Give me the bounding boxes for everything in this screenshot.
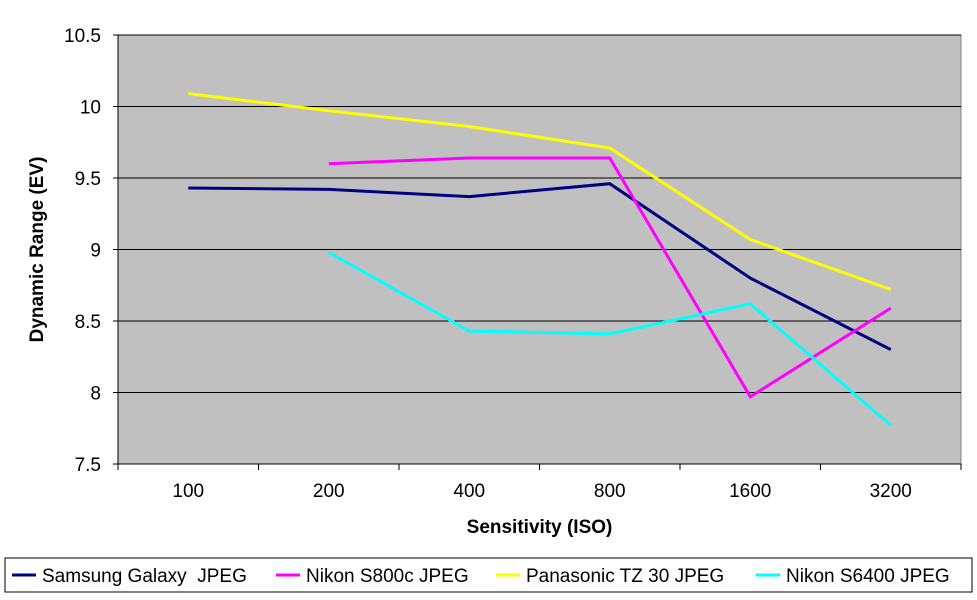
series-line-4: [328, 251, 892, 427]
legend-label: Nikon S6400 JPEG: [786, 566, 950, 587]
legend-label: Panasonic TZ 30 JPEG: [526, 566, 724, 587]
x-tick-label: 400: [453, 481, 485, 502]
series-line-1: [188, 182, 892, 351]
x-tick-label: 1600: [729, 481, 771, 502]
legend: Samsung Galaxy JPEG Nikon S800c JPEG Panas…: [4, 557, 973, 593]
y-tick-labels: 7.5 8 8.5 9 9.5 10 10.5: [64, 26, 101, 476]
x-tick-label: 3200: [870, 481, 912, 502]
legend-box: [4, 557, 973, 593]
y-tick-label: 10: [80, 98, 101, 119]
x-tick-label: 800: [594, 481, 626, 502]
x-axis-title: Sensitivity (ISO): [467, 517, 613, 538]
axes: [113, 34, 962, 470]
y-tick-label: 9: [90, 241, 101, 262]
gridlines: [118, 34, 961, 393]
y-axis-title: Dynamic Range (EV): [27, 157, 48, 343]
legend-label: Nikon S800c JPEG: [306, 566, 469, 587]
series-line-3: [188, 92, 892, 291]
y-tick-label: 9.5: [75, 169, 101, 190]
x-tick-label: 100: [172, 481, 204, 502]
x-tick-label: 200: [313, 481, 345, 502]
series-lines: [188, 92, 892, 427]
y-tick-label: 8.5: [75, 312, 101, 333]
y-tick-label: 7.5: [75, 455, 101, 476]
legend-label: Samsung Galaxy JPEG: [42, 566, 247, 587]
series-line-2: [328, 156, 892, 399]
y-tick-label: 10.5: [64, 26, 101, 47]
x-tick-labels: 100 200 400 800 1600 3200: [172, 481, 911, 502]
y-tick-label: 8: [90, 384, 101, 405]
